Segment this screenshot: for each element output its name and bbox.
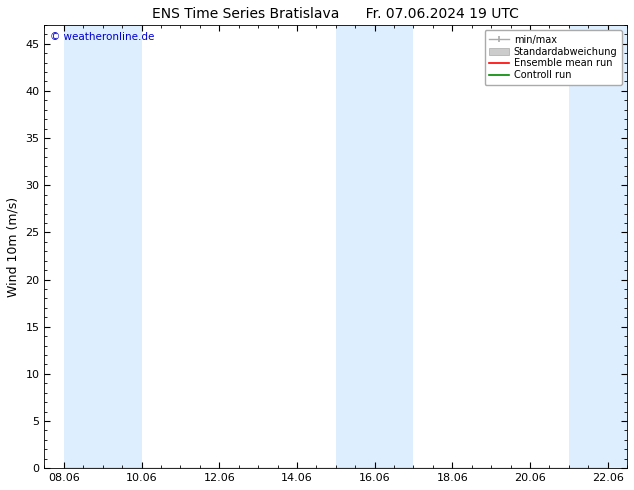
Text: © weatheronline.de: © weatheronline.de [50,31,155,42]
Bar [569,25,627,468]
Title: ENS Time Series Bratislava      Fr. 07.06.2024 19 UTC: ENS Time Series Bratislava Fr. 07.06.202… [152,7,519,21]
Bar [336,25,413,468]
Y-axis label: Wind 10m (m/s): Wind 10m (m/s) [7,196,20,296]
Bar [64,25,103,468]
Bar [103,25,141,468]
Legend: min/max, Standardabweichung, Ensemble mean run, Controll run: min/max, Standardabweichung, Ensemble me… [484,30,622,85]
